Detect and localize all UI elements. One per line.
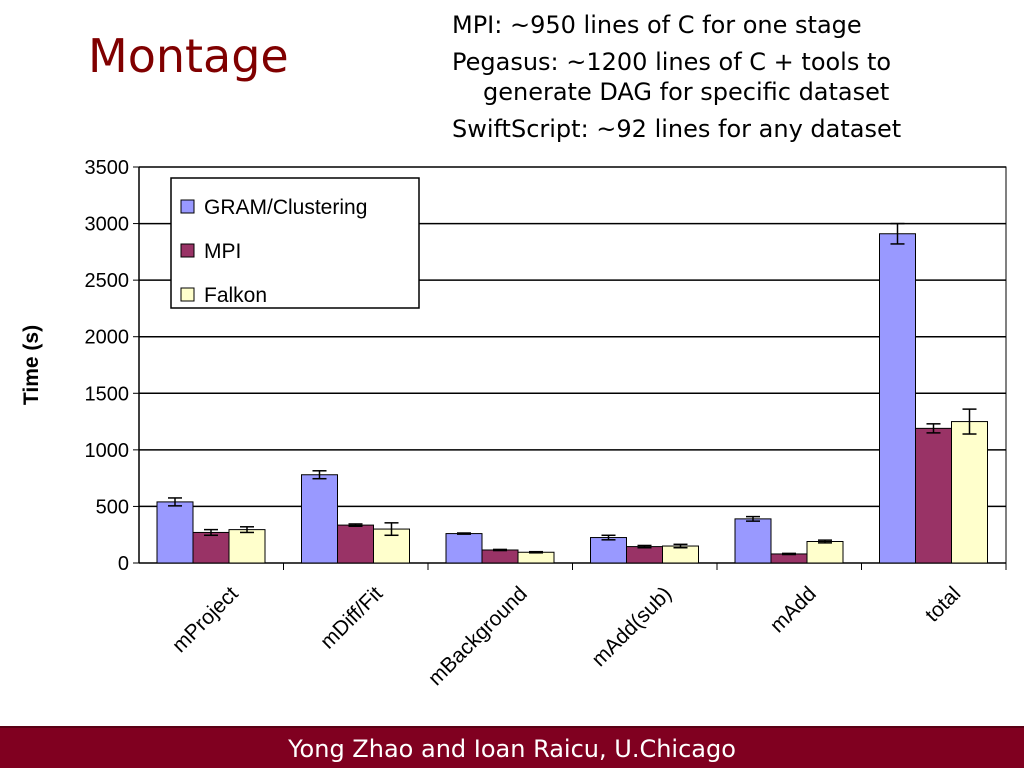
bar-gram-clustering	[445, 533, 483, 564]
note-swiftscript: SwiftScript: ~92 lines for any dataset	[452, 115, 902, 143]
legend-swatch	[180, 287, 195, 302]
notes-block: MPI: ~950 lines of C for one stage Pegas…	[452, 10, 901, 144]
legend-swatch	[180, 199, 195, 214]
bar-gram-clustering	[734, 518, 772, 564]
bar-mpi	[915, 427, 952, 564]
note-pegasus: Pegasus: ~1200 lines of C + tools to	[452, 48, 892, 76]
y-tick-label: 1500	[85, 383, 130, 405]
y-tick-label: 2500	[85, 270, 130, 292]
legend-swatch	[180, 243, 195, 258]
note-mpi: MPI: ~950 lines of C for one stage	[452, 11, 862, 39]
y-tick-label: 3500	[85, 157, 130, 179]
y-tick-label: 2000	[85, 327, 130, 349]
bar-falkon	[806, 541, 844, 564]
legend-label: Falkon	[204, 284, 267, 307]
bar-mpi	[626, 546, 663, 564]
x-tick-label: mProject	[168, 582, 243, 657]
x-tick-label: mAdd(sub)	[587, 582, 676, 671]
bar-mpi	[481, 549, 519, 564]
bar-mpi	[337, 524, 374, 564]
bar-falkon	[517, 551, 555, 564]
bar-falkon	[662, 545, 699, 564]
bar-gram-clustering	[156, 501, 194, 564]
bar-mpi	[192, 531, 230, 564]
y-tick-label: 3000	[85, 214, 130, 236]
bar-falkon	[951, 421, 988, 564]
bar-chart: 0 500 1000 1500 2000 2500 3000 3500 Time (s) mPro…	[20, 157, 1007, 690]
bar-gram-clustering	[590, 537, 627, 564]
x-tick-label: mDiff/Fit	[316, 582, 387, 653]
legend-label: MPI	[204, 240, 241, 263]
bar-mpi	[770, 553, 808, 564]
bar-falkon	[228, 529, 266, 564]
y-tick-label: 0	[118, 553, 129, 575]
slide-title: Montage	[88, 29, 289, 83]
footer-bar: Yong Zhao and Ioan Raicu, U.Chicago	[0, 726, 1024, 768]
y-tick-label: 1000	[85, 440, 130, 462]
legend-label: GRAM/Clustering	[204, 196, 367, 219]
y-axis-label: Time (s)	[20, 325, 43, 405]
x-tick-label: mBackground	[424, 582, 532, 690]
footer-text: Yong Zhao and Ioan Raicu, U.Chicago	[288, 735, 736, 763]
bar-gram-clustering	[879, 233, 916, 564]
bar-falkon	[373, 528, 410, 564]
note-pegasus-cont: generate DAG for specific dataset	[483, 78, 890, 106]
bar-gram-clustering	[301, 474, 338, 564]
x-tick-label: total	[921, 582, 965, 626]
x-tick-label: mAdd	[766, 582, 821, 637]
legend	[170, 177, 420, 309]
y-tick-label: 500	[96, 496, 129, 518]
